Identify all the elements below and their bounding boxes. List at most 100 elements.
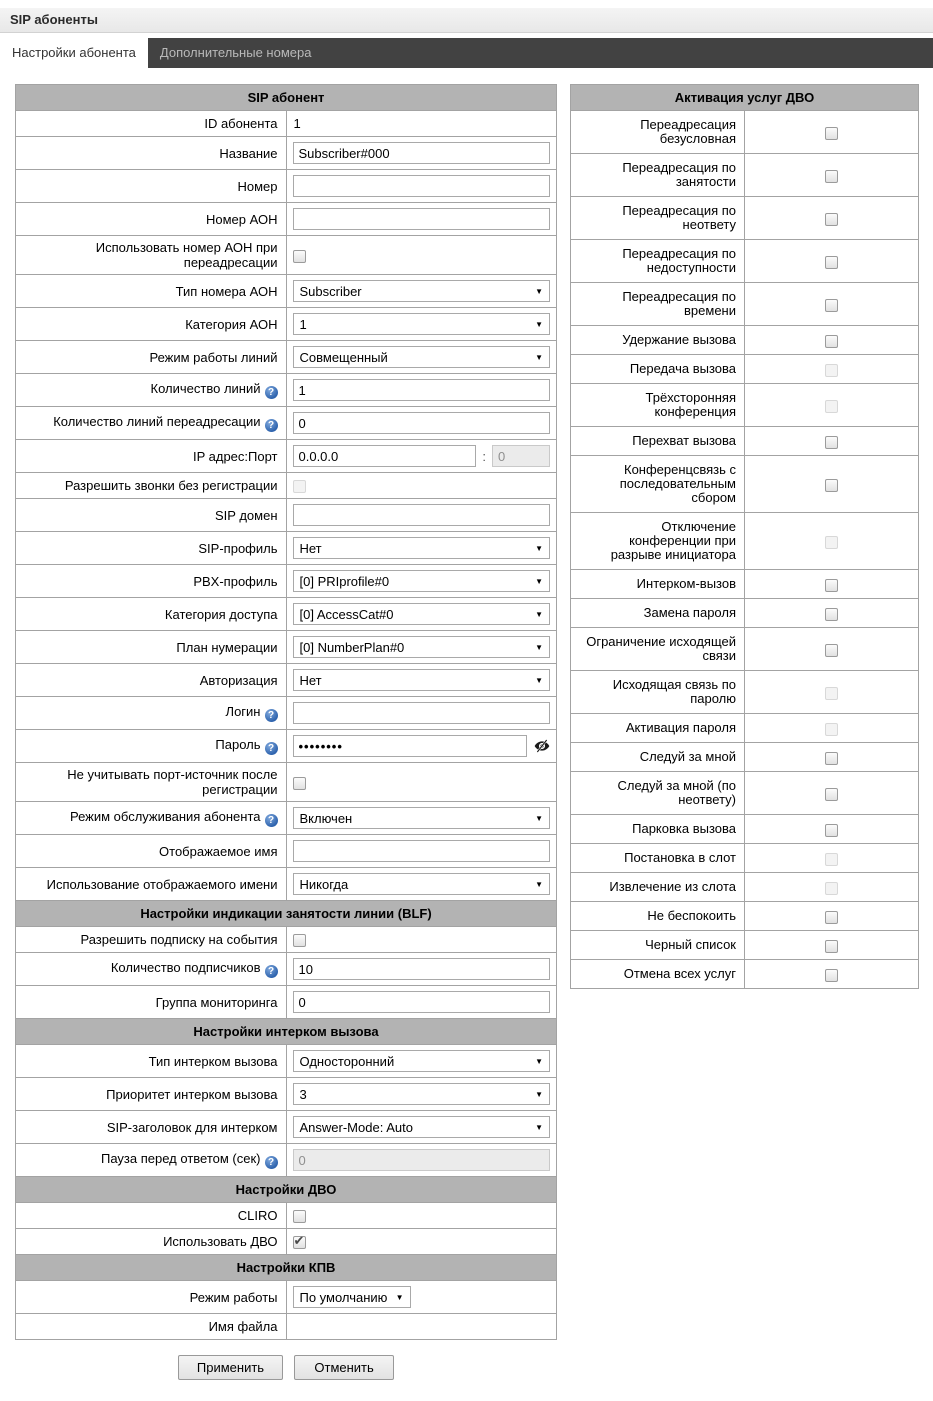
select-value: Answer-Mode: Auto [299, 1119, 413, 1135]
text-input[interactable] [292, 142, 550, 164]
select[interactable]: Subscriber ▼ [292, 280, 550, 302]
tab-additional-numbers[interactable]: Дополнительные номера [159, 45, 312, 60]
checkbox[interactable] [825, 169, 838, 183]
field-label: CLIRO [237, 1208, 278, 1224]
field-label-cell: Тип интерком вызова [15, 1044, 287, 1079]
field-label-cell: Использовать номер АОН при переадресации [15, 235, 287, 275]
checkbox[interactable] [825, 823, 838, 837]
field-value-cell [285, 729, 557, 764]
checkbox[interactable] [825, 212, 838, 226]
service-label-cell: Трёхсторонняя конференция [570, 383, 745, 427]
checkbox[interactable] [825, 787, 838, 801]
checkbox[interactable] [825, 255, 838, 269]
help-icon[interactable]: ? [264, 965, 278, 979]
static-value: 1 [293, 116, 301, 131]
checkbox[interactable] [292, 934, 306, 948]
select[interactable]: [0] NumberPlan#0 ▼ [292, 636, 550, 659]
ip-address-input[interactable] [292, 445, 477, 467]
field-value-cell [285, 373, 557, 407]
select-value: По умолчанию [299, 1289, 388, 1305]
password-field [292, 735, 551, 758]
text-input[interactable] [292, 991, 550, 1014]
field-value-cell: : [285, 439, 557, 473]
select[interactable]: Совмещенный ▼ [292, 346, 550, 368]
text-input[interactable] [292, 735, 527, 758]
checkbox[interactable] [825, 478, 838, 492]
field-label: Тип интерком вызова [148, 1053, 278, 1069]
help-icon[interactable]: ? [264, 709, 278, 723]
service-label-cell: Черный список [570, 930, 745, 960]
checkbox[interactable] [825, 578, 838, 592]
select[interactable]: Нет ▼ [292, 537, 550, 560]
checkbox[interactable] [825, 751, 838, 765]
field-label: SIP-заголовок для интерком [106, 1119, 278, 1135]
field-label-cell: CLIRO [15, 1202, 287, 1230]
apply-button[interactable]: Применить [177, 1355, 284, 1381]
select[interactable]: [0] PRIprofile#0 ▼ [292, 570, 550, 593]
checkbox[interactable] [292, 249, 306, 263]
checkbox[interactable] [825, 607, 838, 621]
service-checkbox-cell [744, 843, 919, 873]
show-password-icon[interactable] [534, 739, 550, 753]
checkbox[interactable] [292, 1210, 306, 1224]
checkbox[interactable] [825, 435, 838, 449]
select[interactable]: 3 ▼ [292, 1083, 550, 1106]
port-input [492, 445, 550, 467]
checkbox[interactable] [825, 298, 838, 312]
select[interactable]: 1 ▼ [292, 313, 550, 335]
checkbox[interactable] [825, 939, 838, 953]
service-row: Трёхсторонняя конференция [570, 383, 919, 427]
cancel-button[interactable]: Отменить [294, 1355, 395, 1381]
checkbox[interactable] [825, 910, 838, 924]
text-input[interactable] [292, 504, 550, 527]
tab-subscriber-settings[interactable]: Настройки абонента [0, 38, 148, 68]
text-input[interactable] [292, 208, 550, 230]
field-label: Название [219, 145, 278, 161]
select[interactable]: Односторонний ▼ [292, 1050, 550, 1073]
text-input[interactable] [292, 175, 550, 197]
field-label-cell: Разрешить звонки без регистрации [15, 471, 287, 500]
main-content: SIP абонент ID абонента 1 Название Номер Номе… [0, 68, 933, 1381]
checkbox[interactable] [825, 126, 838, 140]
field-value-cell [285, 202, 557, 236]
field-label: Разрешить подписку на события [80, 932, 278, 948]
form-row: CLIRO [15, 1202, 557, 1230]
service-label-cell: Извлечение из слота [570, 872, 745, 902]
field-label-cell: Не учитывать порт-источник после регистр… [15, 762, 287, 803]
checkbox[interactable]: ✔ [292, 1234, 306, 1250]
select[interactable]: Включен ▼ [292, 807, 550, 830]
select[interactable]: [0] AccessCat#0 ▼ [292, 603, 550, 626]
service-checkbox-cell [744, 959, 919, 989]
checkbox[interactable] [292, 776, 306, 790]
text-input[interactable] [292, 840, 550, 863]
service-label-cell: Исходящая связь по паролю [570, 670, 745, 714]
select[interactable]: Нет ▼ [292, 669, 550, 692]
service-label: Конференцсвязь с последовательным сбором [619, 462, 736, 505]
select-value: Subscriber [299, 283, 362, 299]
text-input[interactable] [292, 379, 550, 401]
select[interactable]: Никогда ▼ [292, 873, 550, 896]
form-row: SIP домен [15, 498, 557, 533]
select[interactable]: По умолчанию ▼ [292, 1286, 411, 1309]
service-label-cell: Переадресация по недоступности [570, 239, 745, 283]
select[interactable]: Answer-Mode: Auto ▼ [292, 1116, 550, 1139]
service-label: Следуй за мной [639, 749, 736, 764]
help-icon[interactable]: ? [264, 814, 278, 828]
service-label: Извлечение из слота [609, 879, 736, 894]
checkbox[interactable] [825, 643, 838, 657]
help-icon[interactable]: ? [264, 386, 278, 399]
select-value: 1 [299, 316, 307, 332]
help-icon[interactable]: ? [264, 742, 278, 756]
help-icon[interactable]: ? [264, 1156, 278, 1170]
field-value-cell: [0] PRIprofile#0 ▼ [285, 564, 557, 599]
checkbox[interactable] [825, 334, 838, 348]
help-icon[interactable]: ? [264, 419, 278, 432]
field-label-cell: Тип номера АОН [15, 274, 287, 308]
text-input[interactable] [292, 702, 550, 725]
field-value-cell: 3 ▼ [285, 1077, 557, 1112]
checkbox[interactable] [825, 968, 838, 982]
field-label-cell: Количество подписчиков? [15, 952, 287, 987]
text-input[interactable] [292, 412, 550, 434]
field-label: Номер [237, 178, 278, 194]
text-input[interactable] [292, 958, 550, 981]
